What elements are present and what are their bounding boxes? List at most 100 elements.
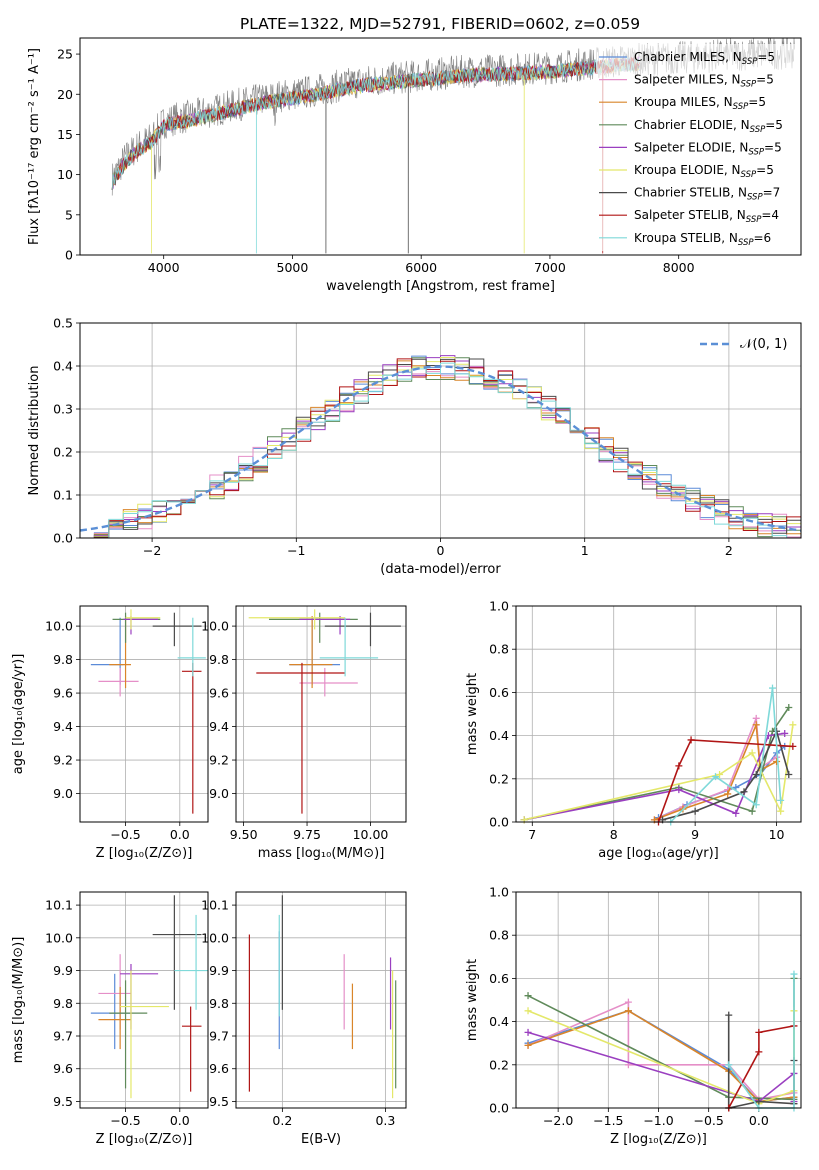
x-tick-label: 10 xyxy=(769,827,785,842)
x-axis-label: Z [log₁₀(Z/Z⊙)] xyxy=(96,1132,193,1147)
y-tick-label: 0.4 xyxy=(489,1014,509,1029)
axes-frame xyxy=(235,891,407,1109)
legend-label: Chabrier STELIB, N xyxy=(634,186,747,200)
figure-title: PLATE=1322, MJD=52791, FIBERID=0602, z=0… xyxy=(240,15,640,33)
plus-marker xyxy=(755,1028,763,1036)
weight-line xyxy=(527,1009,795,1103)
y-tick-label: 0.0 xyxy=(489,815,509,830)
plus-marker xyxy=(755,1098,763,1106)
y-axis-label: mass weight xyxy=(465,673,480,755)
errorbar-point xyxy=(299,667,358,697)
weight-line xyxy=(527,1000,795,1101)
x-tick-label: 0.3 xyxy=(375,1113,395,1128)
legend-label: Kroupa ELODIE, N xyxy=(634,163,741,177)
y-tick-label: 0.6 xyxy=(489,971,509,986)
y-axis-label: Flux [fλ10⁻¹⁷ erg cm⁻² s⁻¹ A⁻¹] xyxy=(27,48,42,245)
legend-entry: Chabrier ELODIE, NSSP=5 xyxy=(634,118,783,135)
y-tick-label: 9.9 xyxy=(209,963,229,978)
errorbar-point xyxy=(177,617,206,677)
x-tick-label: 0 xyxy=(437,543,445,558)
age-vs-metallicity-panel: −0.5 0.0 9.0 9.2 9.4 9.6 9.8 10.0 Z [log₁₀(Z/Z⊙)… xyxy=(11,605,209,861)
y-tick-label: 9.2 xyxy=(53,753,73,768)
x-axis-label: age [log₁₀(age/yr)] xyxy=(598,846,719,861)
plus-marker xyxy=(752,714,760,722)
axes-frame xyxy=(235,605,407,823)
y-tick-label: 0.1 xyxy=(53,488,73,503)
y-tick-label: 10.0 xyxy=(45,930,73,945)
legend-entry: Kroupa STELIB, NSSP=6 xyxy=(634,231,771,248)
y-tick-label: 9.0 xyxy=(53,786,73,801)
x-tick-label: 0.0 xyxy=(749,1113,769,1128)
plus-marker xyxy=(725,1061,733,1069)
x-axis-label: Z [log₁₀(Z/Z⊙)] xyxy=(610,1132,707,1147)
y-tick-label: 9.8 xyxy=(209,652,229,667)
x-axis-label: E(B-V) xyxy=(301,1132,341,1147)
plus-marker xyxy=(524,1007,532,1015)
y-tick-label: 10.1 xyxy=(45,898,73,913)
x-tick-label: 2 xyxy=(725,543,733,558)
y-tick-label: 9.6 xyxy=(53,1061,73,1076)
legend-subscript: SSP xyxy=(733,102,749,112)
plus-marker xyxy=(624,998,632,1006)
errorbar-point xyxy=(98,667,139,697)
y-tick-label: 9.7 xyxy=(209,1029,229,1044)
axes-frame xyxy=(515,891,802,1109)
y-tick-label: 0.5 xyxy=(53,316,73,331)
legend-nssp: =5 xyxy=(748,95,766,109)
plus-marker xyxy=(524,1041,532,1049)
model-spectrum-line xyxy=(111,57,640,254)
plus-marker xyxy=(748,749,756,757)
plus-marker xyxy=(691,807,699,815)
x-tick-label: −2 xyxy=(143,543,161,558)
plus-marker xyxy=(716,770,724,778)
y-tick-label: 9.4 xyxy=(53,719,73,734)
x-tick-label: 0.0 xyxy=(170,1113,190,1128)
y-tick-label: 9.5 xyxy=(209,1094,229,1109)
y-tick-label: 9.6 xyxy=(209,686,229,701)
y-axis-label: Normed distribution xyxy=(27,366,42,496)
y-tick-label: 9.8 xyxy=(53,652,73,667)
normal-curve xyxy=(79,365,802,532)
errorbar-point xyxy=(152,895,202,1010)
model-spectrum-line xyxy=(111,56,640,254)
legend-nssp: =5 xyxy=(756,163,774,177)
errorbar-point xyxy=(123,616,159,635)
errorbar-point xyxy=(125,609,161,630)
y-tick-label: 9.5 xyxy=(53,1094,73,1109)
x-axis-label: wavelength [Angstrom, rest frame] xyxy=(326,279,555,294)
weight-vs-age-panel: 7 8 9 10 0.0 0.2 0.4 0.6 0.8 1.0 age [log₁₀(age/yr… xyxy=(465,599,802,861)
weight-line xyxy=(662,729,790,821)
legend-subscript: SSP xyxy=(738,238,754,248)
y-tick-label: 0.4 xyxy=(53,359,73,374)
errorbar-point xyxy=(319,617,379,677)
y-tick-label: 9.9 xyxy=(53,963,73,978)
legend-subscript: SSP xyxy=(750,125,766,135)
y-tick-label: 10.0 xyxy=(45,619,73,634)
y-tick-label: 15 xyxy=(57,127,73,142)
plus-marker xyxy=(725,1011,733,1019)
y-tick-label: 0.0 xyxy=(53,531,73,546)
plus-marker xyxy=(777,796,785,804)
legend-nssp: =4 xyxy=(761,208,779,222)
weight-line xyxy=(527,1031,795,1103)
axes-frame xyxy=(79,891,209,1109)
y-tick-label: 0.0 xyxy=(489,1101,509,1116)
legend-subscript: SSP xyxy=(741,170,757,180)
plus-marker xyxy=(752,770,760,778)
y-tick-label: 10 xyxy=(57,167,73,182)
legend-entry: Kroupa ELODIE, NSSP=5 xyxy=(634,163,774,180)
errorbar-point xyxy=(248,609,346,630)
x-tick-label: 8000 xyxy=(663,260,695,275)
legend-label: Salpeter MILES, N xyxy=(634,73,741,87)
legend-entry: Salpeter STELIB, NSSP=4 xyxy=(634,208,779,225)
plus-marker xyxy=(740,788,748,796)
x-tick-label: 0.2 xyxy=(272,1113,292,1128)
legend-nssp: =5 xyxy=(764,140,782,154)
y-tick-label: 1.0 xyxy=(489,885,509,900)
plus-marker xyxy=(790,970,798,978)
legend-entry: Chabrier STELIB, NSSP=7 xyxy=(634,186,780,203)
y-tick-label: 20 xyxy=(57,87,73,102)
errorbar-point xyxy=(109,980,148,1089)
plus-marker xyxy=(524,1028,532,1036)
y-tick-label: 0 xyxy=(65,248,73,263)
